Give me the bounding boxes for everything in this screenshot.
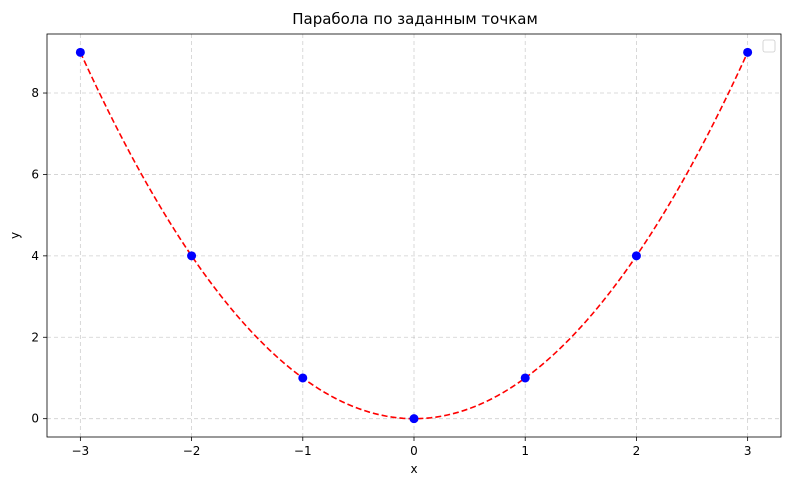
y-tick-label: 2 [31, 330, 39, 344]
data-point [520, 373, 530, 383]
x-axis-label: x [410, 462, 417, 476]
y-tick-label: 8 [31, 86, 39, 100]
x-axis-ticks: −3 −2 −1 0 1 2 3 [72, 437, 752, 458]
chart-title: Парабола по заданным точкам [292, 10, 538, 28]
data-point [298, 373, 308, 383]
x-tick-label: 2 [633, 444, 641, 458]
x-tick-label: −3 [72, 444, 90, 458]
data-points-layer [75, 47, 753, 424]
x-tick-label: −1 [294, 444, 312, 458]
y-tick-label: 4 [31, 249, 39, 263]
data-point [409, 414, 419, 424]
x-tick-label: 0 [410, 444, 418, 458]
grid [47, 34, 781, 437]
data-point [187, 251, 197, 261]
y-tick-label: 0 [31, 412, 39, 426]
y-axis-label: y [8, 232, 22, 239]
data-point [75, 47, 85, 57]
data-point [631, 251, 641, 261]
plot-frame [46, 33, 782, 438]
x-tick-label: −2 [183, 444, 201, 458]
x-tick-label: 1 [521, 444, 529, 458]
x-tick-label: 3 [744, 444, 752, 458]
data-point [743, 47, 753, 57]
y-axis-ticks: 0 2 4 6 8 [31, 86, 47, 426]
y-tick-label: 6 [31, 167, 39, 181]
legend-box [762, 39, 776, 53]
